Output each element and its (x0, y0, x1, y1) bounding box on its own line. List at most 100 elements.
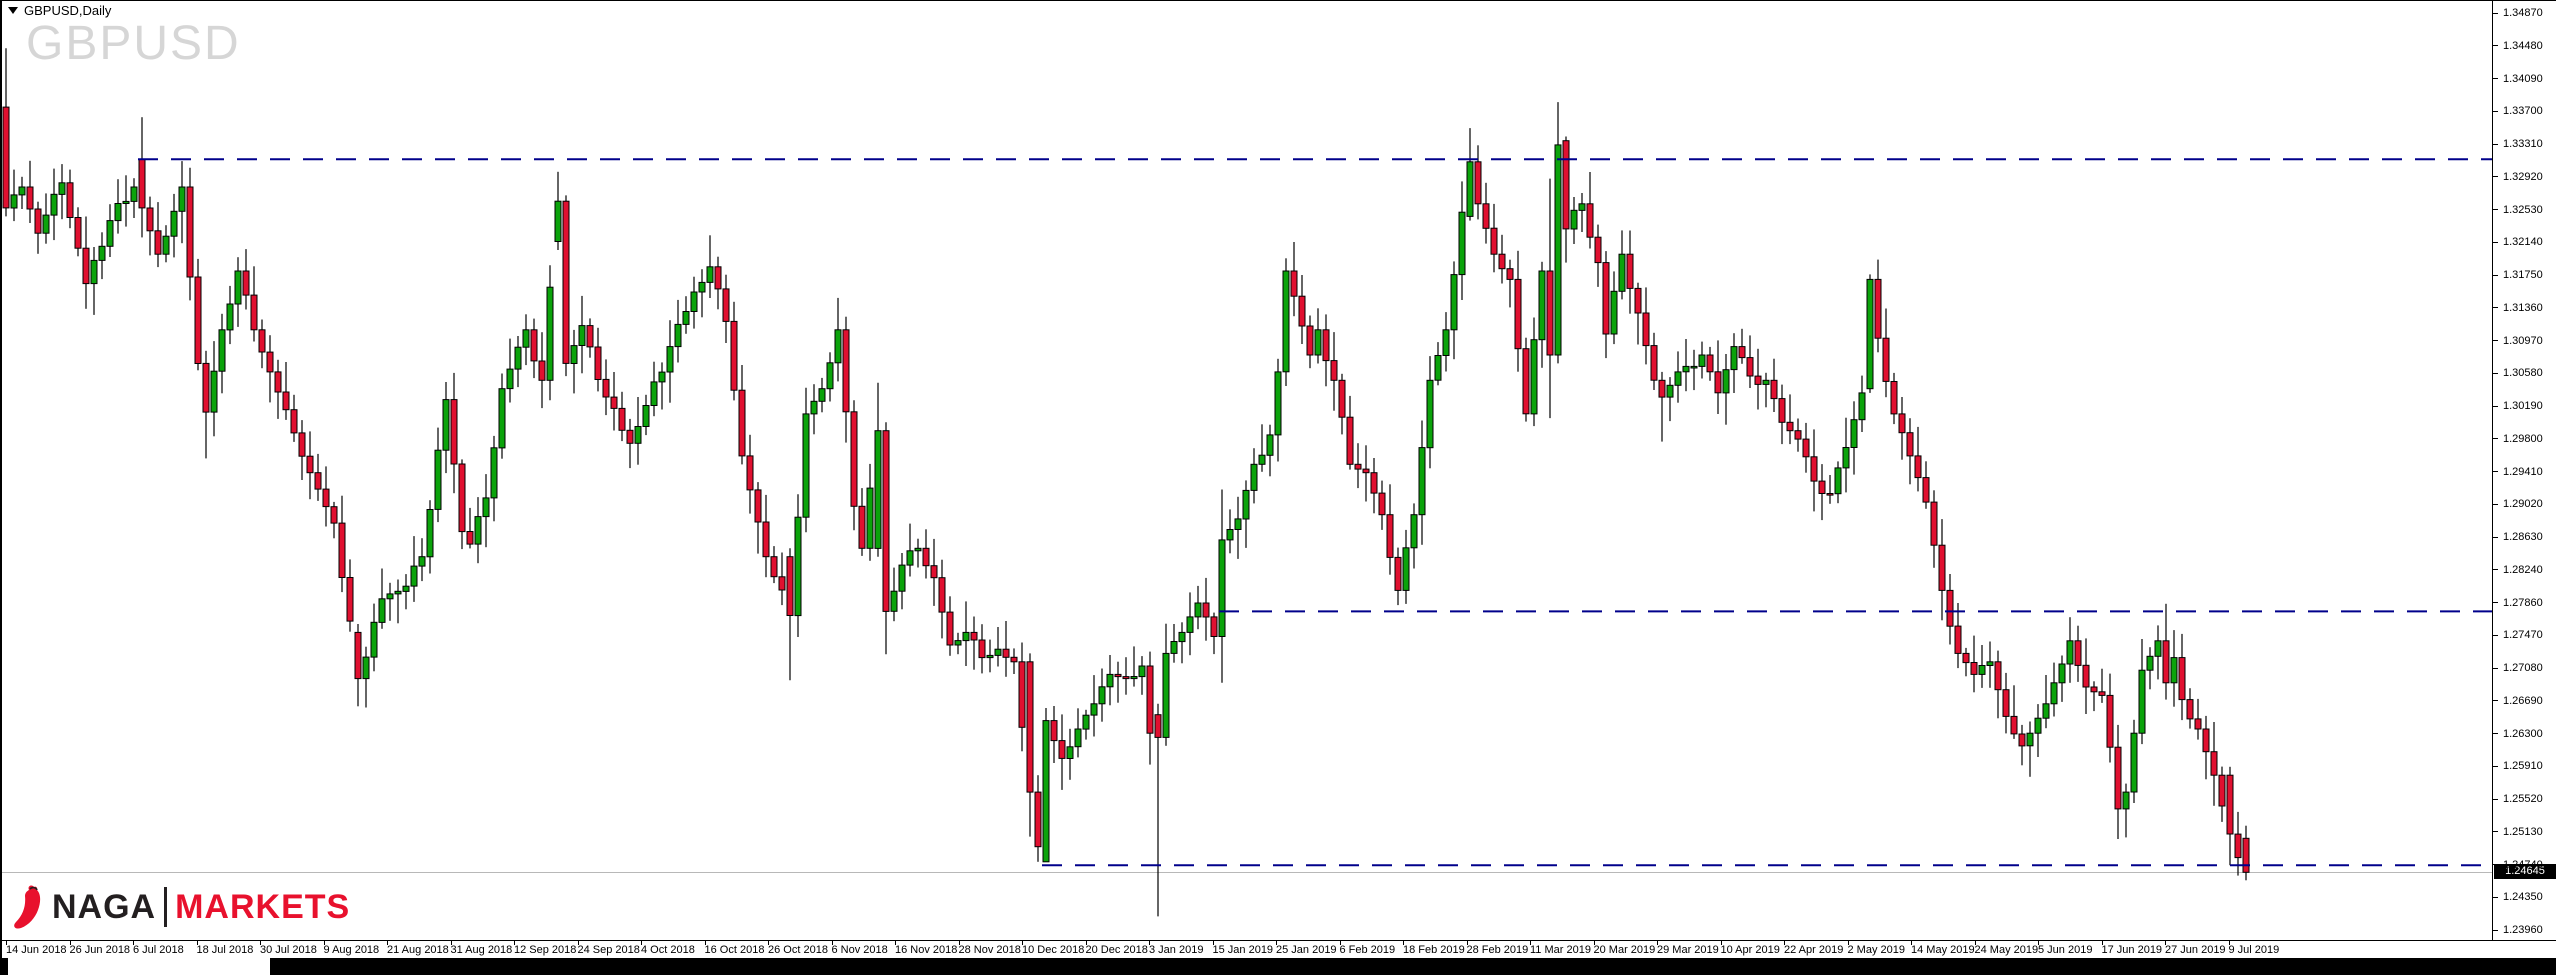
candle (170, 193, 178, 258)
candle (2074, 625, 2082, 682)
price-axis[interactable]: 1.24645 1.34870 1.34480 1.34090 1.33700 1.33… (2492, 0, 2556, 940)
candle (426, 500, 434, 574)
candle (1346, 395, 1354, 470)
price-axis-label: 1.25910 (2503, 760, 2543, 773)
candle (1922, 461, 1930, 509)
time-axis-tick (958, 941, 960, 945)
candle (1402, 529, 1410, 604)
date-axis-label: 29 Mar 2019 (1657, 944, 1719, 956)
candle (1266, 424, 1274, 477)
time-axis-tick (133, 941, 134, 945)
time-axis-tick (1022, 941, 1023, 945)
date-axis-label: 12 Sep 2018 (514, 944, 577, 956)
candle (1506, 259, 1514, 308)
time-axis-tick (2165, 941, 2166, 945)
candle (1434, 342, 1442, 386)
time-axis-tick (768, 941, 769, 945)
price-axis-label: 1.34480 (2503, 39, 2543, 52)
candle (1602, 251, 1610, 359)
price-axis-tick (2493, 864, 2498, 865)
candle (1042, 708, 1050, 863)
candle (1178, 622, 1186, 664)
time-axis-tick (260, 941, 261, 945)
time-axis-tick (1593, 941, 1595, 945)
candle (482, 474, 490, 548)
candle (1770, 358, 1778, 412)
scrollbar-thumb[interactable] (8, 958, 270, 975)
symbol-timeframe-text: GBPUSD,Daily (24, 3, 112, 18)
candle (362, 646, 370, 708)
candle (1626, 230, 1634, 314)
time-axis-tick (704, 941, 706, 945)
date-axis-label: 10 Apr 2019 (1720, 944, 1780, 956)
candle (1914, 426, 1922, 492)
price-axis-label: 1.29020 (2503, 498, 2543, 511)
date-axis-label: 6 Feb 2019 (1339, 944, 1396, 956)
candle (210, 341, 218, 437)
candle (418, 538, 426, 582)
candle (1930, 490, 1938, 568)
candle (1866, 274, 1874, 393)
candle (1066, 728, 1074, 780)
date-axis-label: 26 Oct 2018 (768, 944, 828, 956)
candle (1650, 332, 1658, 390)
candle (906, 523, 914, 577)
date-axis-label: 28 Feb 2019 (1466, 944, 1529, 956)
candle (946, 596, 954, 656)
candle (58, 164, 66, 220)
candle (1138, 656, 1146, 695)
candle (1090, 675, 1098, 737)
price-axis-tick (2493, 78, 2498, 79)
price-axis-label: 1.32530 (2503, 203, 2543, 216)
candle (1002, 621, 1010, 677)
candle (1970, 635, 1978, 693)
candle (682, 296, 690, 334)
candle (2026, 721, 2034, 777)
candle (698, 269, 706, 318)
price-axis-tick (2493, 12, 2498, 14)
chart-plot[interactable] (0, 0, 2492, 940)
candle (1026, 653, 1034, 837)
candle (834, 297, 842, 382)
candle (2018, 724, 2026, 766)
price-axis-tick (2493, 667, 2498, 669)
candle (1706, 346, 1714, 381)
candle (242, 249, 250, 310)
candle (458, 459, 466, 550)
candle (626, 418, 634, 469)
time-axis[interactable]: 14 Jun 2018 26 Jun 2018 6 Jul 2018 18 Jul 2… (0, 940, 2556, 958)
candle (1386, 484, 1394, 575)
candle (122, 175, 130, 227)
candle (1666, 377, 1674, 422)
candle (842, 316, 850, 443)
date-axis-label: 22 Apr 2019 (1784, 944, 1844, 956)
time-axis-tick (1720, 941, 1722, 945)
date-axis-label: 5 Jun 2019 (2038, 944, 2093, 956)
price-axis-tick (2493, 896, 2498, 898)
price-axis-label: 1.30580 (2503, 367, 2543, 380)
candle (1530, 317, 1538, 427)
candle (66, 169, 74, 229)
candle (1210, 612, 1218, 655)
candle (1842, 417, 1850, 493)
candle (602, 359, 610, 416)
candle (266, 335, 274, 403)
candle (2010, 685, 2018, 739)
candle (762, 494, 770, 578)
time-axis-tick (1530, 941, 1531, 945)
chevron-down-icon[interactable] (8, 7, 18, 14)
candle (202, 350, 210, 459)
candle (2162, 603, 2170, 700)
date-axis-label: 20 Dec 2018 (1085, 944, 1148, 956)
bottom-scrollbar[interactable] (0, 958, 2556, 975)
time-axis-tick (387, 941, 388, 945)
symbol-timeframe-label[interactable]: GBPUSD,Daily (8, 3, 111, 18)
candle (370, 603, 378, 672)
time-axis-tick (196, 941, 198, 945)
price-axis-label: 1.30190 (2503, 400, 2543, 412)
price-axis-tick (2493, 372, 2498, 374)
candle (794, 494, 802, 637)
date-axis-label: 16 Nov 2018 (895, 944, 958, 956)
time-axis-tick (323, 941, 325, 945)
candle (1202, 577, 1210, 641)
